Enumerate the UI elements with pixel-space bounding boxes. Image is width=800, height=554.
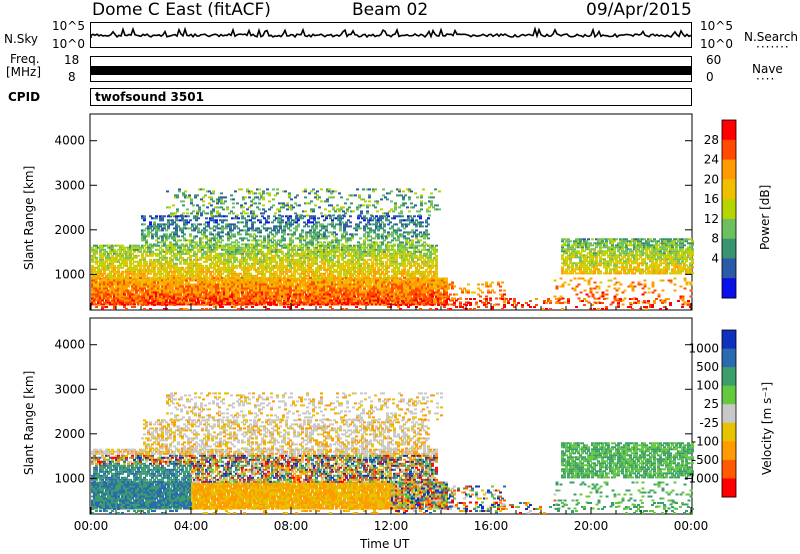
colorbar-tick-power-0: 28	[704, 133, 719, 147]
colorbar-tick-velocity-2: 100	[696, 379, 719, 393]
ytick-label-power-2: 3000	[54, 178, 85, 192]
velocity-colorbar-label: Velocity [m s⁻¹]	[760, 381, 774, 475]
ytick-label-velocity-3: 4000	[54, 338, 85, 352]
freq-band	[91, 66, 691, 75]
colorbar-swatch-velocity-3	[722, 385, 736, 405]
xaxis-label: Time UT	[360, 537, 410, 551]
colorbar-frame-power	[721, 119, 737, 299]
colorbar-swatch-velocity-6	[722, 441, 736, 461]
colorbar-swatch-velocity-8	[722, 478, 736, 498]
nave-label: Nave	[752, 62, 783, 76]
ytick-label-velocity-0: 1000	[54, 471, 85, 485]
xtick-label-2: 08:00	[274, 519, 309, 533]
xtick-label-3: 12:00	[374, 519, 409, 533]
colorbar-swatch-power-0	[722, 120, 736, 141]
xtick-label-4: 16:00	[474, 519, 509, 533]
cpid-value: twofsound 3501	[95, 90, 204, 104]
scan-data-power	[91, 188, 694, 310]
colorbar-swatch-power-7	[722, 258, 736, 279]
xtick-label-0: 00:00	[74, 519, 109, 533]
colorbar-tick-velocity-0: 1000	[688, 342, 719, 356]
colorbar-tick-velocity-4: -25	[699, 416, 719, 430]
freq-unit: [MHz]	[6, 65, 42, 79]
ytick-label-power-3: 4000	[54, 134, 85, 148]
colorbar-swatch-velocity-7	[722, 459, 736, 479]
nave-dots: ····	[756, 72, 776, 86]
colorbar-swatch-velocity-4	[722, 404, 736, 424]
nsky-trace	[90, 26, 692, 39]
cpid-strip-frame	[90, 88, 692, 106]
colorbar-tick-power-1: 24	[704, 153, 719, 167]
colorbar-tick-velocity-6: -500	[692, 453, 719, 467]
colorbar-tick-velocity-1: 500	[696, 360, 719, 374]
page-title: Dome C East (fitACF)	[92, 0, 271, 20]
power-colorbar-label: Power [dB]	[758, 184, 772, 250]
colorbar-swatch-velocity-5	[722, 422, 736, 442]
velocity-ylabel: Slant Range [km]	[22, 370, 36, 475]
colorbar-tick-velocity-7: -1000	[684, 471, 719, 485]
xtick-label-6: 00:00	[674, 519, 709, 533]
colorbar-swatch-velocity-0	[722, 330, 736, 350]
beam-label: Beam 02	[352, 0, 429, 20]
nsearch-dots: ·······	[756, 40, 790, 54]
freq-tick-bottom: 8	[68, 70, 76, 84]
nsky-label: N.Sky	[4, 32, 39, 46]
freq-label: Freq.	[10, 52, 40, 66]
nsearch-label: N.Search	[744, 30, 799, 44]
ytick-label-velocity-2: 3000	[54, 382, 85, 396]
colorbar-swatch-velocity-1	[722, 348, 736, 368]
colorbar-tick-power-2: 20	[704, 172, 719, 186]
xtick-label-5: 20:00	[574, 519, 609, 533]
colorbar-tick-power-5: 8	[711, 232, 719, 246]
ytick-label-velocity-1: 2000	[54, 427, 85, 441]
nsearch-tick-bottom: 10^0	[700, 37, 733, 51]
colorbar-frame-velocity	[721, 329, 737, 498]
colorbar-tick-power-4: 12	[704, 212, 719, 226]
colorbar-tick-power-6: 4	[711, 251, 719, 265]
nave-tick-top: 60	[706, 53, 722, 67]
freq-tick-top: 18	[64, 53, 80, 67]
ytick-label-power-0: 1000	[54, 267, 85, 281]
colorbar-swatch-velocity-2	[722, 367, 736, 387]
nsky-tick-top: 10^5	[52, 19, 85, 33]
colorbar-tick-velocity-3: 25	[704, 397, 719, 411]
colorbar-swatch-power-3	[722, 179, 736, 200]
nsky-tick-bottom: 10^0	[52, 37, 85, 51]
colorbar-tick-velocity-5: -100	[692, 434, 719, 448]
colorbar-tick-power-3: 16	[704, 192, 719, 206]
power-ylabel: Slant Range [km]	[22, 165, 36, 270]
nave-tick-bottom: 0	[706, 70, 714, 84]
colorbar-swatch-power-1	[722, 139, 736, 161]
freq-strip-frame	[90, 56, 692, 82]
colorbar-swatch-power-6	[722, 238, 736, 259]
nsearch-tick-top: 10^5	[700, 19, 733, 33]
xtick-label-1: 04:00	[174, 519, 209, 533]
ytick-label-power-1: 2000	[54, 223, 85, 237]
colorbar-swatch-power-2	[722, 159, 736, 180]
scan-data-velocity	[91, 392, 694, 514]
colorbar-swatch-power-5	[722, 218, 736, 240]
colorbar-swatch-power-4	[722, 199, 736, 220]
date-label: 09/Apr/2015	[586, 0, 692, 20]
cpid-label: CPID	[8, 90, 41, 104]
colorbar-swatch-power-8	[722, 278, 736, 299]
